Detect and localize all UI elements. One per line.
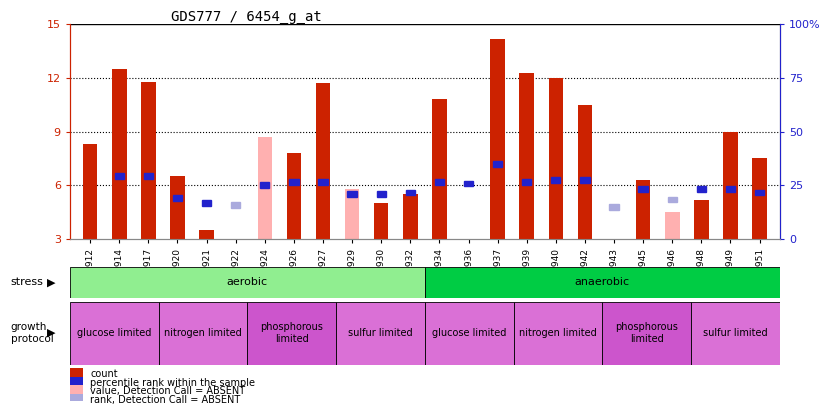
Text: ▶: ▶	[47, 328, 55, 338]
Text: nitrogen limited: nitrogen limited	[164, 328, 242, 338]
Bar	[665, 212, 680, 239]
Bar	[347, 192, 357, 197]
Bar	[520, 72, 534, 239]
Bar	[170, 176, 185, 239]
Bar	[667, 197, 677, 202]
Text: value, Detection Call = ABSENT: value, Detection Call = ABSENT	[90, 386, 245, 396]
Text: aerobic: aerobic	[227, 277, 268, 288]
Bar	[70, 368, 83, 380]
Bar	[247, 302, 336, 365]
Bar	[755, 190, 764, 195]
Text: rank, Detection Call = ABSENT: rank, Detection Call = ABSENT	[90, 395, 241, 405]
Bar	[202, 200, 211, 206]
Text: GDS777 / 6454_g_at: GDS777 / 6454_g_at	[171, 10, 322, 24]
Bar	[70, 302, 158, 365]
Bar	[377, 192, 386, 197]
Bar	[490, 38, 505, 239]
Bar	[289, 179, 299, 185]
Bar	[406, 190, 415, 195]
Bar	[141, 81, 156, 239]
Text: sulfur limited: sulfur limited	[348, 328, 413, 338]
Bar	[70, 267, 425, 298]
Bar	[319, 179, 328, 185]
Bar	[726, 186, 735, 192]
Bar	[697, 186, 706, 192]
Text: phosphorous
limited: phosphorous limited	[616, 322, 678, 344]
Bar	[228, 239, 243, 253]
Text: glucose limited: glucose limited	[432, 328, 507, 338]
Bar	[425, 302, 514, 365]
Text: growth
protocol: growth protocol	[11, 322, 53, 344]
Bar	[287, 153, 301, 239]
Bar	[316, 83, 330, 239]
Bar	[403, 194, 418, 239]
Bar	[425, 267, 780, 298]
Text: nitrogen limited: nitrogen limited	[519, 328, 597, 338]
Bar	[83, 144, 98, 239]
Bar	[70, 377, 83, 389]
Bar	[112, 69, 126, 239]
Bar	[200, 230, 213, 239]
Bar	[723, 132, 738, 239]
Bar	[435, 179, 444, 185]
Bar	[514, 302, 603, 365]
Bar	[609, 204, 619, 210]
Bar	[258, 137, 272, 239]
Bar	[70, 394, 83, 405]
Text: sulfur limited: sulfur limited	[704, 328, 768, 338]
Text: count: count	[90, 369, 117, 379]
Bar	[522, 179, 531, 185]
Bar	[336, 302, 425, 365]
Bar	[144, 173, 153, 179]
Bar	[231, 202, 241, 208]
Bar	[639, 186, 648, 192]
Text: ▶: ▶	[47, 277, 55, 288]
Bar	[374, 203, 388, 239]
Bar	[548, 78, 563, 239]
Bar	[580, 177, 589, 183]
Bar	[636, 180, 650, 239]
Bar	[464, 181, 473, 186]
Bar	[752, 158, 767, 239]
Bar	[158, 302, 247, 365]
Bar	[603, 302, 691, 365]
Bar	[694, 200, 709, 239]
Bar	[115, 173, 124, 179]
Bar	[260, 182, 269, 188]
Text: percentile rank within the sample: percentile rank within the sample	[90, 378, 255, 388]
Bar	[461, 239, 476, 253]
Text: phosphorous
limited: phosphorous limited	[260, 322, 323, 344]
Text: glucose limited: glucose limited	[77, 328, 151, 338]
Bar	[493, 161, 502, 167]
Bar	[607, 239, 621, 280]
Bar	[432, 100, 447, 239]
Bar	[172, 195, 182, 200]
Text: stress: stress	[11, 277, 44, 288]
Bar	[345, 189, 360, 239]
Bar	[551, 177, 561, 183]
Bar	[70, 385, 83, 397]
Bar	[578, 105, 592, 239]
Text: anaerobic: anaerobic	[575, 277, 630, 288]
Bar	[691, 302, 780, 365]
